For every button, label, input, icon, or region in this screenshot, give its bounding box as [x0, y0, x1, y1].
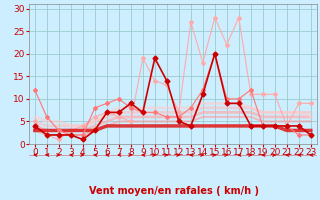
- Text: Vent moyen/en rafales ( km/h ): Vent moyen/en rafales ( km/h ): [89, 186, 260, 196]
